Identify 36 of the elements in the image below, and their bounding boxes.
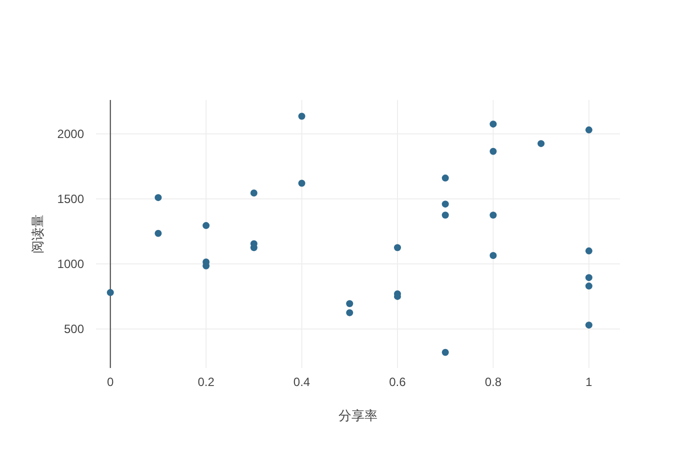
x-tick-label: 0.6 [389,375,406,389]
y-axis-title: 阅读量 [30,214,45,254]
point [250,190,258,197]
x-tick-label: 0.4 [293,375,310,389]
point [585,282,592,290]
point [490,212,497,219]
point [585,274,592,282]
y-tick-label: 1500 [57,192,84,206]
point [202,222,210,230]
point [154,230,162,237]
point [585,247,592,254]
point [442,200,449,208]
x-axis-title: 分享率 [338,408,378,423]
point [346,300,354,308]
point [585,322,592,329]
point [490,148,497,155]
point [298,112,306,120]
x-tick-label: 0.8 [484,375,502,389]
x-tick-label: 0 [107,375,114,389]
y-tick-label: 2000 [57,126,84,141]
point [490,120,497,128]
point [298,180,306,187]
point [154,194,162,202]
y-tick-label: 500 [64,322,84,336]
point [442,212,449,219]
point [442,348,449,356]
x-tick-label: 0.2 [198,375,215,389]
point [442,174,449,182]
point [490,252,497,259]
point [394,244,401,252]
point [346,309,354,316]
x-tick-label: 1 [586,375,593,389]
point [585,126,592,134]
point [106,289,114,296]
point [538,140,545,148]
y-tick-label: 1000 [57,256,84,271]
